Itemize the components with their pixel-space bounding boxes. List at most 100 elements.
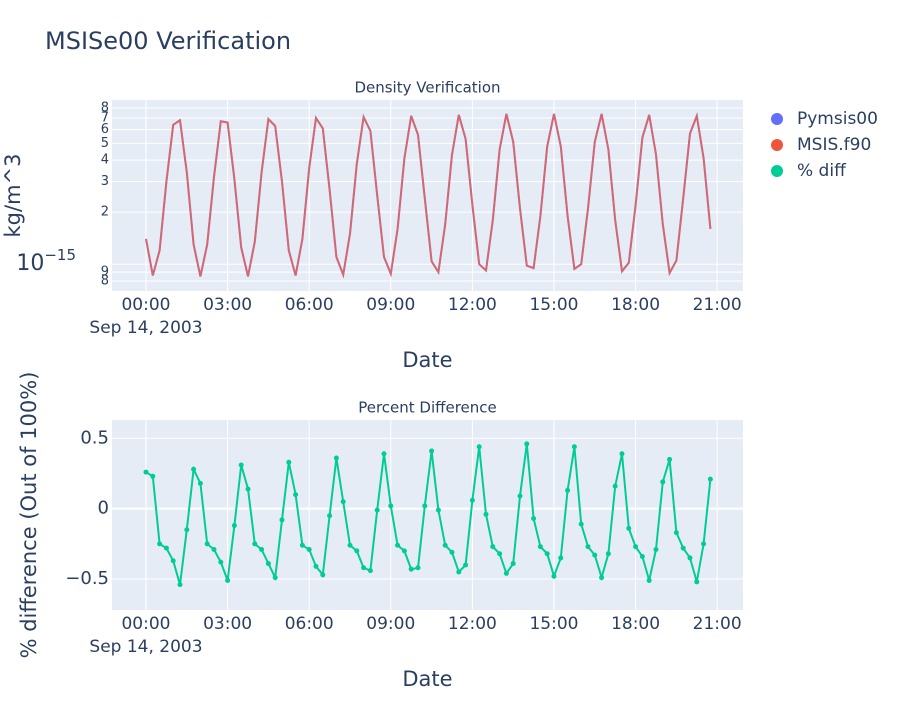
x-axis-title: Date [402, 667, 452, 691]
data-point [225, 577, 231, 583]
data-point [524, 441, 530, 447]
data-point [660, 479, 666, 485]
data-point [293, 492, 299, 498]
data-point [259, 546, 265, 552]
subplot-title: Percent Difference [358, 399, 497, 417]
y-tick-label: 9 [101, 265, 109, 280]
y-tick-label: 5 [101, 136, 109, 151]
y-tick-label: 10−15 [16, 246, 76, 277]
data-point [544, 551, 550, 557]
series-line [145, 112, 712, 279]
x-tick-label: 09:00 [366, 614, 415, 634]
y-tick-exponent: −15 [44, 246, 76, 264]
data-point [612, 483, 618, 489]
legend-label: % diff [797, 161, 847, 181]
data-point [354, 548, 360, 554]
y-tick-label: 7 [101, 111, 109, 126]
y-tick-mantissa: 10 [16, 251, 44, 276]
data-point [381, 451, 387, 457]
x-date-label: Sep 14, 2003 [89, 318, 202, 338]
data-point [374, 507, 380, 513]
y-tick-label: 6 [101, 122, 109, 137]
data-point [218, 559, 224, 565]
x-tick-label: 12:00 [448, 614, 497, 634]
data-point [204, 541, 210, 547]
data-point [558, 555, 564, 561]
data-point [272, 575, 278, 581]
data-point [456, 569, 462, 575]
data-point [694, 579, 700, 585]
legend-marker [771, 113, 783, 125]
data-point [197, 480, 203, 486]
data-point [537, 544, 543, 550]
data-point [265, 561, 271, 567]
data-point [238, 462, 244, 468]
y-tick-label: 3 [101, 174, 109, 189]
y-tick-label: 4 [101, 153, 109, 168]
data-point [252, 541, 258, 547]
data-point [503, 570, 509, 576]
data-point [476, 444, 482, 450]
data-point [687, 555, 693, 561]
data-point [361, 565, 367, 571]
data-point [231, 523, 237, 529]
series-line [145, 443, 712, 585]
data-point [701, 541, 707, 547]
data-point [415, 565, 421, 571]
data-point [667, 456, 673, 462]
data-point [177, 582, 183, 588]
data-point [157, 541, 163, 547]
data-point [531, 516, 537, 522]
x-tick-label: 03:00 [203, 614, 252, 634]
data-point [565, 487, 571, 493]
data-point [395, 542, 401, 548]
data-point [299, 542, 305, 548]
x-tick-label: 00:00 [121, 295, 170, 315]
data-point [707, 476, 713, 482]
y-axis-title: kg/m^3 [1, 154, 25, 238]
plot-background [112, 100, 743, 291]
data-point [340, 499, 346, 505]
x-tick-label: 00:00 [121, 614, 170, 634]
data-point [646, 577, 652, 583]
data-point [463, 562, 469, 568]
chart-title: MSISe00 Verification [45, 27, 291, 55]
legend-marker [771, 165, 783, 177]
data-point [551, 573, 557, 579]
data-point [585, 544, 591, 550]
x-tick-label: 21:00 [693, 614, 742, 634]
data-point [639, 554, 645, 560]
data-point [435, 507, 441, 513]
x-tick-label: 06:00 [285, 614, 334, 634]
data-point [578, 521, 584, 527]
data-point [490, 544, 496, 550]
data-point [279, 517, 285, 523]
subplot-title: Density Verification [354, 79, 500, 97]
data-point [313, 563, 319, 569]
data-point [626, 525, 632, 531]
legend-label: MSIS.f90 [797, 135, 871, 155]
data-point [211, 546, 217, 552]
data-point [184, 527, 190, 533]
data-point [619, 451, 625, 457]
x-tick-label: 03:00 [203, 295, 252, 315]
data-point [510, 561, 516, 567]
y-tick-label: 8 [101, 273, 109, 288]
y-axis-title: % difference (Out of 100%) [17, 372, 41, 659]
data-point [517, 493, 523, 499]
data-point [422, 503, 428, 509]
x-tick-label: 15:00 [529, 295, 578, 315]
data-point [401, 548, 407, 554]
data-point [320, 572, 326, 578]
x-tick-label: 09:00 [366, 295, 415, 315]
data-point [327, 513, 333, 519]
data-point [408, 566, 414, 572]
data-point [333, 455, 339, 461]
x-tick-label: 06:00 [285, 295, 334, 315]
data-point [170, 558, 176, 564]
data-point [633, 544, 639, 550]
data-point [347, 542, 353, 548]
data-point [673, 530, 679, 536]
data-point [469, 497, 475, 503]
